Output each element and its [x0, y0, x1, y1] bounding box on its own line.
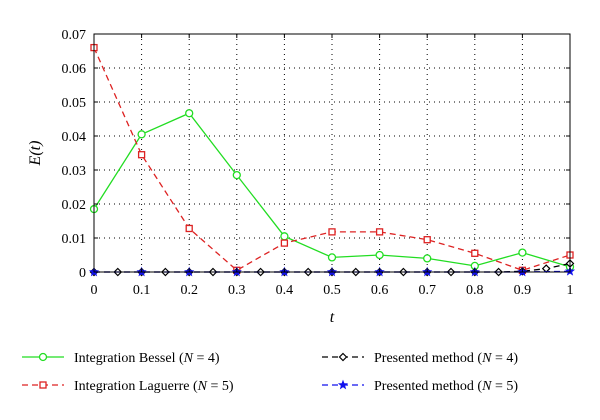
legend-marker: [338, 352, 348, 362]
legend-marker: [39, 381, 47, 389]
legend-item: Presented method (N = 4): [322, 351, 518, 366]
data-point: [327, 253, 337, 262]
ticks: 0 0.1 0.2 0.3 0.4 0.5 0.6 0.7 0.8 0.9 1 0 0.01 0.02 0.…: [62, 28, 574, 298]
data-point: [280, 232, 289, 241]
x-tick-label: 0.2: [180, 283, 198, 298]
series-1: [89, 109, 575, 272]
legend-marker: [38, 352, 48, 362]
x-tick-label: 0.3: [228, 283, 246, 298]
legend-item: Integration Laguerre (N = 5): [22, 379, 234, 394]
legend-label: Presented method (N = 5): [374, 379, 518, 394]
y-tick-label: 0.05: [62, 96, 87, 111]
x-tick-label: 0.7: [418, 283, 436, 298]
series-2: [90, 43, 574, 274]
series-line: [93, 47, 571, 272]
data-point: [423, 236, 431, 244]
x-tick-label: 0.6: [371, 283, 389, 298]
y-tick-label: 0.06: [62, 62, 87, 77]
x-tick-label: 0.1: [133, 283, 151, 298]
x-tick-label: 0.9: [514, 283, 532, 298]
data-point: [137, 130, 146, 139]
legend-item: Presented method (N = 5): [322, 379, 518, 394]
y-tick-label: 0.03: [62, 164, 87, 179]
series-line: [93, 112, 571, 268]
data-point: [518, 248, 527, 257]
y-tick-label: 0.07: [62, 28, 87, 43]
data-point: [185, 224, 193, 233]
data-point: [423, 254, 432, 263]
x-axis-label: t: [330, 309, 335, 326]
data-point: [137, 151, 146, 159]
data-point: [375, 228, 384, 236]
data-point: [232, 170, 241, 180]
legend-label: Integration Laguerre (N = 5): [74, 379, 234, 394]
y-tick-label: 0: [79, 266, 86, 281]
legend-label: Presented method (N = 4): [374, 351, 518, 366]
x-tick-label: 0: [91, 283, 98, 298]
data-point: [471, 249, 479, 257]
data-point: [375, 250, 384, 260]
y-axis-label: E(t): [27, 141, 44, 167]
x-tick-label: 0.5: [323, 283, 341, 298]
y-tick-label: 0.01: [62, 232, 87, 247]
data-point: [280, 239, 289, 247]
legend: Integration Bessel (N = 4) Integration La…: [22, 351, 518, 394]
x-tick-label: 0.8: [466, 283, 484, 298]
x-tick-label: 0.4: [276, 283, 294, 298]
legend-label: Integration Bessel (N = 4): [74, 351, 220, 366]
data-point: [185, 109, 194, 118]
legend-marker: [337, 379, 349, 390]
x-tick-label: 1: [567, 283, 574, 298]
grid: [94, 34, 570, 272]
series-layer: [88, 43, 576, 277]
y-tick-label: 0.04: [62, 130, 87, 145]
data-point: [328, 228, 336, 236]
y-tick-label: 0.02: [62, 198, 87, 213]
legend-item: Integration Bessel (N = 4): [22, 351, 220, 366]
